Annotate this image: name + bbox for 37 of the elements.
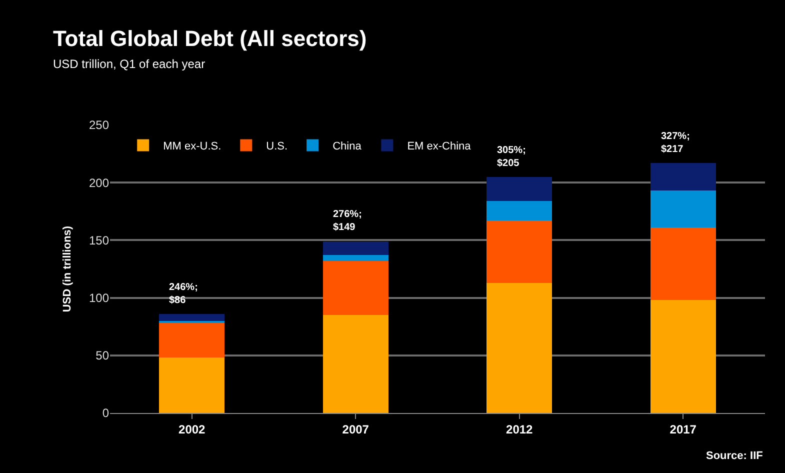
bar — [322, 255, 388, 261]
chart-subtitle: USD trillion, Q1 of each year — [53, 57, 206, 71]
bar — [650, 163, 716, 191]
legend-label: U.S. — [266, 140, 288, 153]
y-tick-label: 200 — [88, 176, 110, 190]
y-tick-label: 50 — [96, 348, 110, 363]
bar — [486, 176, 552, 202]
total-label: 305%; $205 — [497, 145, 526, 169]
x-tick-label: 2017 — [670, 422, 697, 436]
total-label: 246%; $86 — [169, 282, 198, 306]
bar — [322, 260, 388, 316]
bar — [650, 228, 716, 300]
legend-label: EM ex-China — [407, 140, 472, 153]
y-tick-label: 250 — [88, 118, 110, 132]
bar — [159, 323, 225, 358]
bar — [486, 201, 552, 221]
total-label: 327%; $217 — [661, 131, 690, 155]
legend-label: MM ex-U.S. — [163, 140, 222, 153]
x-tick-label: 2002 — [178, 422, 206, 436]
bar — [322, 241, 388, 256]
y-tick-label: 100 — [88, 291, 110, 305]
x-tick-label: 2007 — [342, 422, 370, 436]
y-tick-label: 150 — [88, 233, 110, 248]
bar — [486, 220, 552, 283]
y-axis-title: USD (in trillions) — [62, 226, 74, 312]
chart-title: Total Global Debt (All sectors) — [53, 26, 367, 51]
source-note: Source: IIF — [706, 450, 764, 462]
total-label: 276%; $149 — [333, 209, 362, 233]
bar — [650, 190, 716, 228]
y-tick-label: 0 — [102, 406, 110, 420]
bar — [486, 282, 552, 413]
bar — [159, 358, 225, 413]
bar — [650, 300, 716, 413]
x-tick-label: 2012 — [506, 422, 534, 436]
legend-label: China — [332, 140, 362, 153]
bar — [159, 314, 225, 321]
bar — [322, 315, 388, 413]
